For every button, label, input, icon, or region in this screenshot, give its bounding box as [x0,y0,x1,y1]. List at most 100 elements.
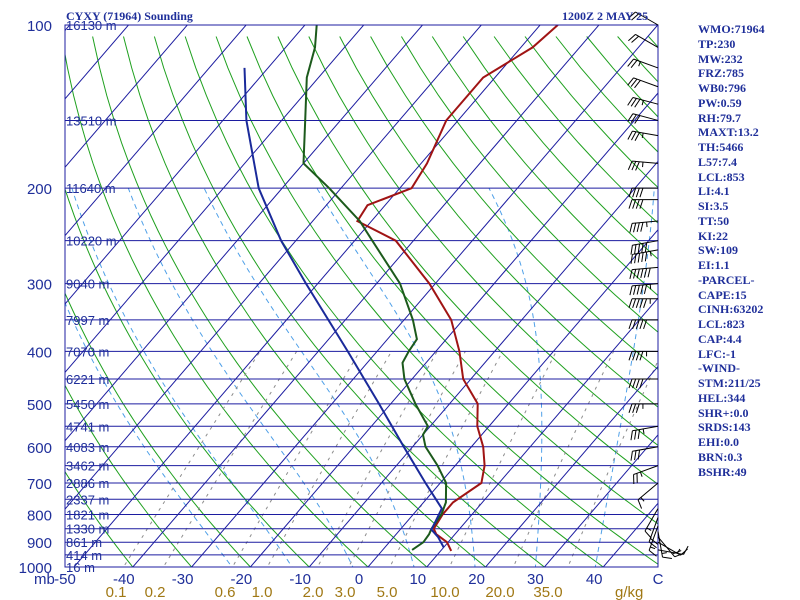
wind-barb-half [650,546,656,550]
wind-barb-flag [628,319,633,330]
wind-barb-flag [640,268,644,279]
wind-barb-flag [632,378,637,389]
wind-barb-flag [644,530,652,539]
wind-barb-flag [635,403,640,413]
mixing-ratio-unit: g/kg [615,584,643,600]
wind-barb-flag [627,130,633,140]
wind-barb-flag [628,403,633,413]
mixing-ratio-line [567,359,658,567]
wind-barb-flag [628,188,633,198]
index-item: LFC:-1 [698,346,736,361]
isotherm [602,502,658,567]
wind-barb [627,113,659,124]
isotherm [132,25,600,567]
height-label: 11640 m [66,181,116,196]
index-item: -PARCEL- [698,272,755,287]
wind-barb-shaft [632,160,659,164]
wind-barb-flag [635,188,640,198]
wind-barb [630,425,659,441]
temperature-tick-label: 0 [355,571,363,588]
isotherm [65,25,247,237]
wind-barb-flag [631,35,639,43]
pressure-label: 300 [27,277,52,294]
moist-adiabat [65,301,233,567]
wind-barb-flag [630,98,637,107]
mixing-ratio-label: 20.0 [485,584,514,600]
mixing-ratio-label: 2.0 [303,584,324,600]
wind-barb-flag [641,243,644,253]
pressure-label: 700 [27,476,52,493]
wind-barb-flag [629,285,633,296]
wind-barb-flag [643,268,648,278]
dry-adiabat [308,36,658,447]
index-item: EHI:0.0 [698,435,740,449]
y-axis-unit: mb [34,571,55,588]
wind-barb-half [661,552,667,555]
dry-adiabat [123,36,487,567]
wind-barb [628,350,658,361]
wind-barb-flag [634,115,641,124]
index-item: FRZ:785 [698,66,744,81]
mixing-ratio-line [448,351,557,567]
wind-barb-flag [629,223,633,233]
wind-barb-flag [633,269,637,279]
height-label: 3462 m [66,459,109,474]
mixing-ratio-line [231,351,361,567]
mixing-ratio-label: 5.0 [377,584,398,600]
moist-adiabat [316,187,476,567]
wind-barb-flag [639,378,644,389]
isotherm [426,297,658,567]
temperature-tick-label: 30 [527,571,544,588]
wind-barb-half [642,428,645,434]
dry-adiabat [215,36,658,565]
pressure-label: 1000 [19,560,52,577]
wind-barb-flag [639,199,644,209]
isotherm [543,434,658,567]
wind-barb [627,96,659,108]
dewpoint-trace [302,25,448,551]
height-label: 9040 m [66,277,109,292]
wind-barb-half [639,471,643,477]
chart-title: CYXY (71964) Sounding [66,9,193,23]
wind-barb [628,298,658,308]
moist-adiabat [488,187,543,567]
isotherm [308,160,658,567]
pressure-label: 200 [27,181,52,198]
index-item: RH:79.7 [698,110,741,125]
isotherm [65,25,188,168]
wind-barb-flag [631,131,637,141]
temperature-tick-label: 40 [586,571,603,588]
mixing-ratio-line [316,351,438,567]
isotherm [65,25,424,442]
wind-barb-flag [635,351,640,361]
wind-barb [630,249,659,264]
wind-barb-flag [634,253,637,264]
isotherm [65,25,365,374]
mixing-ratio-label: 1.0 [252,584,273,600]
index-item: HEL:344 [698,390,746,405]
wind-barb [627,58,659,69]
wind-barb-flag [636,268,640,279]
wind-barb [648,525,659,557]
wind-barb [644,508,659,539]
wind-barb-shaft [632,130,659,137]
plot-frame [64,24,659,568]
mixing-ratio-label: 0.6 [215,584,236,600]
plot-area [65,25,658,567]
wind-barb [630,446,659,461]
pressure-label: 400 [27,344,52,361]
wind-barb [627,130,659,141]
index-item: TT:50 [698,213,730,228]
index-item: PW:0.59 [698,95,742,110]
wind-barb-shaft [632,283,659,287]
wind-barb-flag [672,550,682,555]
dry-adiabat [65,470,134,567]
wind-barb [628,11,659,26]
wind-barb-half [641,100,644,106]
wind-barb-flag [635,319,640,330]
wind-barb-flag [630,245,633,255]
wind-barb-flag [643,298,648,308]
wind-barb-half [638,61,641,67]
wind-barb-flag [662,556,672,559]
temperature-tick-label: 20 [468,571,485,588]
